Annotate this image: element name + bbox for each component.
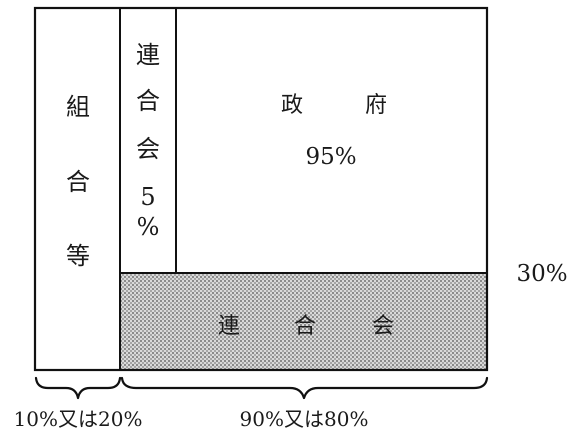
right-brace: [120, 376, 489, 400]
kumiai-char-1: 組: [66, 93, 90, 121]
seifu-percent: 95%: [305, 144, 356, 170]
seifu-block: 政 府 95%: [281, 93, 387, 170]
rengokai-v-char-4: 5: [140, 183, 155, 211]
rengokai-v-char-3: 会: [136, 135, 160, 163]
left-brace: [34, 376, 122, 400]
rengokai-bottom-labels: 連 合 会: [218, 314, 394, 339]
kumiai-char-3: 等: [66, 242, 90, 270]
kumiai-block: 組 合 等: [66, 93, 90, 270]
outer-frame: [33, 6, 489, 372]
seifu-char-1: 政: [281, 93, 303, 118]
kumiai-char-2: 合: [66, 168, 90, 196]
rengokai-bottom-block: [120, 273, 487, 370]
rengokai-b-char-2: 合: [294, 314, 316, 339]
rengokai-vertical-block: 連 合 会 5 %: [136, 41, 160, 241]
rengokai-b-char-1: 連: [218, 314, 240, 339]
left-brace-label: 10%又は20%: [14, 407, 143, 431]
seifu-char-2: 府: [365, 93, 387, 118]
right-brace-label: 90%又は80%: [240, 407, 369, 431]
rengokai-v-char-5: %: [137, 213, 160, 241]
rengokai-v-char-2: 合: [136, 87, 160, 115]
rengokai-v-char-1: 連: [136, 41, 160, 69]
side-percent-label: 30%: [516, 261, 567, 287]
rengokai-b-char-3: 会: [372, 314, 394, 339]
